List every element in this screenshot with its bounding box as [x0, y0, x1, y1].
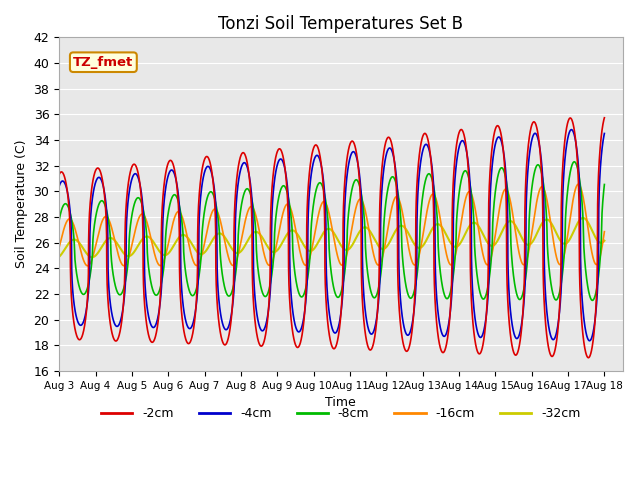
-16cm — [264, 262, 272, 268]
-4cm — [586, 338, 593, 344]
-4cm — [531, 131, 539, 136]
-32cm — [55, 254, 63, 260]
-32cm — [590, 232, 598, 238]
-8cm — [264, 289, 272, 295]
-4cm — [55, 183, 63, 189]
-8cm — [589, 298, 596, 303]
-8cm — [531, 168, 539, 173]
-8cm — [288, 223, 296, 228]
-2cm — [118, 321, 125, 327]
-8cm — [118, 291, 125, 297]
Text: TZ_fmet: TZ_fmet — [73, 56, 134, 69]
-16cm — [288, 210, 296, 216]
-16cm — [118, 261, 125, 266]
-16cm — [590, 258, 598, 264]
-4cm — [150, 324, 157, 330]
Line: -32cm: -32cm — [59, 218, 604, 257]
Line: -4cm: -4cm — [59, 130, 604, 341]
-2cm — [531, 120, 539, 125]
-32cm — [264, 245, 272, 251]
-32cm — [150, 240, 157, 246]
-32cm — [118, 247, 125, 253]
-4cm — [600, 131, 608, 136]
Line: -8cm: -8cm — [59, 162, 604, 300]
-4cm — [264, 309, 272, 315]
-2cm — [55, 171, 63, 177]
-32cm — [531, 234, 539, 240]
-16cm — [575, 181, 582, 187]
-16cm — [55, 244, 63, 250]
-8cm — [150, 289, 157, 295]
Line: -2cm: -2cm — [59, 118, 604, 358]
-2cm — [150, 338, 157, 344]
Title: Tonzi Soil Temperatures Set B: Tonzi Soil Temperatures Set B — [218, 15, 463, 33]
-32cm — [88, 254, 96, 260]
-8cm — [590, 296, 598, 301]
Y-axis label: Soil Temperature (C): Soil Temperature (C) — [15, 140, 28, 268]
-16cm — [531, 208, 539, 214]
-2cm — [264, 310, 272, 316]
-32cm — [579, 215, 587, 221]
-16cm — [600, 229, 608, 235]
-8cm — [55, 217, 63, 223]
Line: -16cm: -16cm — [59, 184, 604, 266]
Legend: -2cm, -4cm, -8cm, -16cm, -32cm: -2cm, -4cm, -8cm, -16cm, -32cm — [96, 402, 586, 425]
-2cm — [584, 355, 592, 360]
-4cm — [568, 127, 575, 132]
-8cm — [570, 159, 578, 165]
-8cm — [600, 181, 608, 187]
-4cm — [590, 324, 598, 330]
-32cm — [600, 238, 608, 243]
-2cm — [590, 332, 598, 337]
-4cm — [288, 300, 296, 306]
-2cm — [600, 115, 608, 120]
-16cm — [150, 248, 157, 254]
X-axis label: Time: Time — [326, 396, 356, 409]
-2cm — [288, 323, 296, 329]
-32cm — [288, 228, 296, 233]
-16cm — [84, 263, 92, 269]
-4cm — [118, 315, 125, 321]
